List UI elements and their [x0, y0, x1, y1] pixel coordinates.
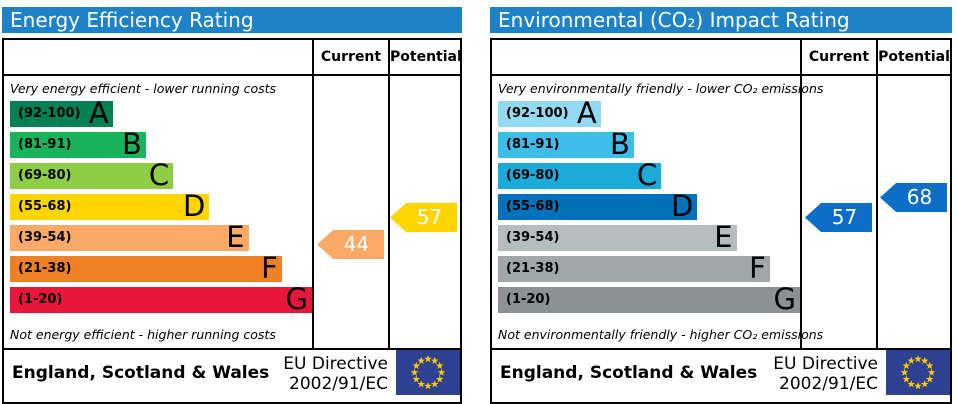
- rating-bands: (92-100) A (81-91) B (69-80) C (55-68) D (39-54)…: [10, 97, 312, 318]
- column-header-current: Current: [320, 49, 382, 65]
- band-range-label: (1-20): [506, 292, 551, 307]
- footer-region-label: England, Scotland & Wales: [12, 363, 270, 383]
- band-letter: F: [749, 251, 766, 285]
- band-row-b: (81-91) B: [10, 128, 146, 160]
- band-row-a: (92-100) A: [498, 97, 601, 129]
- column-divider: [388, 40, 390, 348]
- current-rating-arrow: 44: [317, 230, 384, 259]
- current-rating-value: 57: [831, 205, 858, 229]
- band-range-label: (39-54): [506, 230, 560, 245]
- panel-title-bar: Energy Efficiency Rating: [2, 7, 462, 33]
- band-row-g: (1-20) G: [10, 283, 312, 315]
- eu-directive-line1: EU Directive: [283, 354, 388, 374]
- band-row-f: (21-38) F: [10, 252, 282, 284]
- band-letter: A: [88, 96, 109, 130]
- band-letter: E: [226, 220, 245, 254]
- rating-table: Current Potential Very energy efficient …: [2, 38, 462, 404]
- rating-table: Current Potential Very environmentally f…: [490, 38, 952, 404]
- eu-directive-label: EU Directive 2002/91/EC: [283, 354, 388, 394]
- rating-bands: (92-100) A (81-91) B (69-80) C (55-68) D (39-54)…: [498, 97, 800, 318]
- band-letter: C: [148, 158, 170, 192]
- potential-rating-arrow: 57: [390, 203, 457, 232]
- top-caption: Very energy efficient - lower running co…: [10, 81, 277, 96]
- band-letter: D: [182, 189, 206, 223]
- band-range-label: (81-91): [506, 137, 560, 152]
- band-letter: G: [285, 282, 308, 316]
- band-row-c: (69-80) C: [498, 159, 662, 191]
- panel-title-bar: Environmental (CO₂) Impact Rating: [490, 7, 952, 33]
- band-range-label: (1-20): [18, 292, 63, 307]
- band-range-label: (21-38): [18, 261, 72, 276]
- band-letter: C: [636, 158, 658, 192]
- eu-flag-icon: [886, 350, 950, 395]
- band-row-e: (39-54) E: [498, 221, 737, 253]
- energy-efficiency-panel: Energy Efficiency Rating Current Potenti…: [2, 7, 462, 404]
- eu-directive-label: EU Directive 2002/91/EC: [773, 354, 878, 394]
- band-row-c: (69-80) C: [10, 159, 174, 191]
- eu-flag-icon: [396, 350, 460, 395]
- band-row-a: (92-100) A: [10, 97, 113, 129]
- column-divider: [312, 40, 314, 348]
- band-row-f: (21-38) F: [498, 252, 770, 284]
- band-letter: E: [714, 220, 733, 254]
- panel-footer: England, Scotland & Wales EU Directive 2…: [492, 348, 950, 398]
- eu-directive-line2: 2002/91/EC: [779, 374, 878, 394]
- bottom-caption: Not environmentally friendly - higher CO…: [498, 327, 824, 342]
- top-caption: Very environmentally friendly - lower CO…: [498, 81, 824, 96]
- potential-rating-arrow: 68: [880, 183, 947, 212]
- column-header-potential: Potential: [878, 49, 950, 65]
- current-rating-value: 44: [343, 232, 370, 256]
- band-row-d: (55-68) D: [10, 190, 210, 222]
- band-range-label: (92-100): [18, 106, 81, 121]
- band-letter: F: [261, 251, 278, 285]
- potential-rating-value: 68: [906, 185, 933, 209]
- band-range-label: (69-80): [506, 168, 560, 183]
- band-letter: A: [576, 96, 597, 130]
- column-header-current: Current: [808, 49, 870, 65]
- potential-rating-value: 57: [416, 205, 443, 229]
- band-range-label: (21-38): [506, 261, 560, 276]
- column-divider: [876, 40, 878, 348]
- band-letter: B: [121, 127, 142, 161]
- band-range-label: (55-68): [506, 199, 560, 214]
- bottom-caption: Not energy efficient - higher running co…: [10, 327, 276, 342]
- panel-footer: England, Scotland & Wales EU Directive 2…: [4, 348, 460, 398]
- eu-directive-line2: 2002/91/EC: [289, 374, 388, 394]
- band-letter: G: [773, 282, 796, 316]
- column-header-row: Current Potential: [4, 40, 462, 76]
- band-range-label: (39-54): [18, 230, 72, 245]
- eu-directive-line1: EU Directive: [773, 354, 878, 374]
- band-letter: B: [609, 127, 630, 161]
- band-row-b: (81-91) B: [498, 128, 634, 160]
- footer-region-label: England, Scotland & Wales: [500, 363, 758, 383]
- band-range-label: (81-91): [18, 137, 72, 152]
- band-range-label: (92-100): [506, 106, 569, 121]
- band-row-e: (39-54) E: [10, 221, 249, 253]
- band-row-d: (55-68) D: [498, 190, 698, 222]
- band-range-label: (69-80): [18, 168, 72, 183]
- current-rating-arrow: 57: [805, 203, 872, 232]
- column-divider: [800, 40, 802, 348]
- column-header-row: Current Potential: [492, 40, 950, 76]
- band-range-label: (55-68): [18, 199, 72, 214]
- co2-impact-panel: Environmental (CO₂) Impact Rating Curren…: [490, 7, 952, 404]
- band-letter: D: [670, 189, 694, 223]
- column-header-potential: Potential: [390, 49, 462, 65]
- band-row-g: (1-20) G: [498, 283, 800, 315]
